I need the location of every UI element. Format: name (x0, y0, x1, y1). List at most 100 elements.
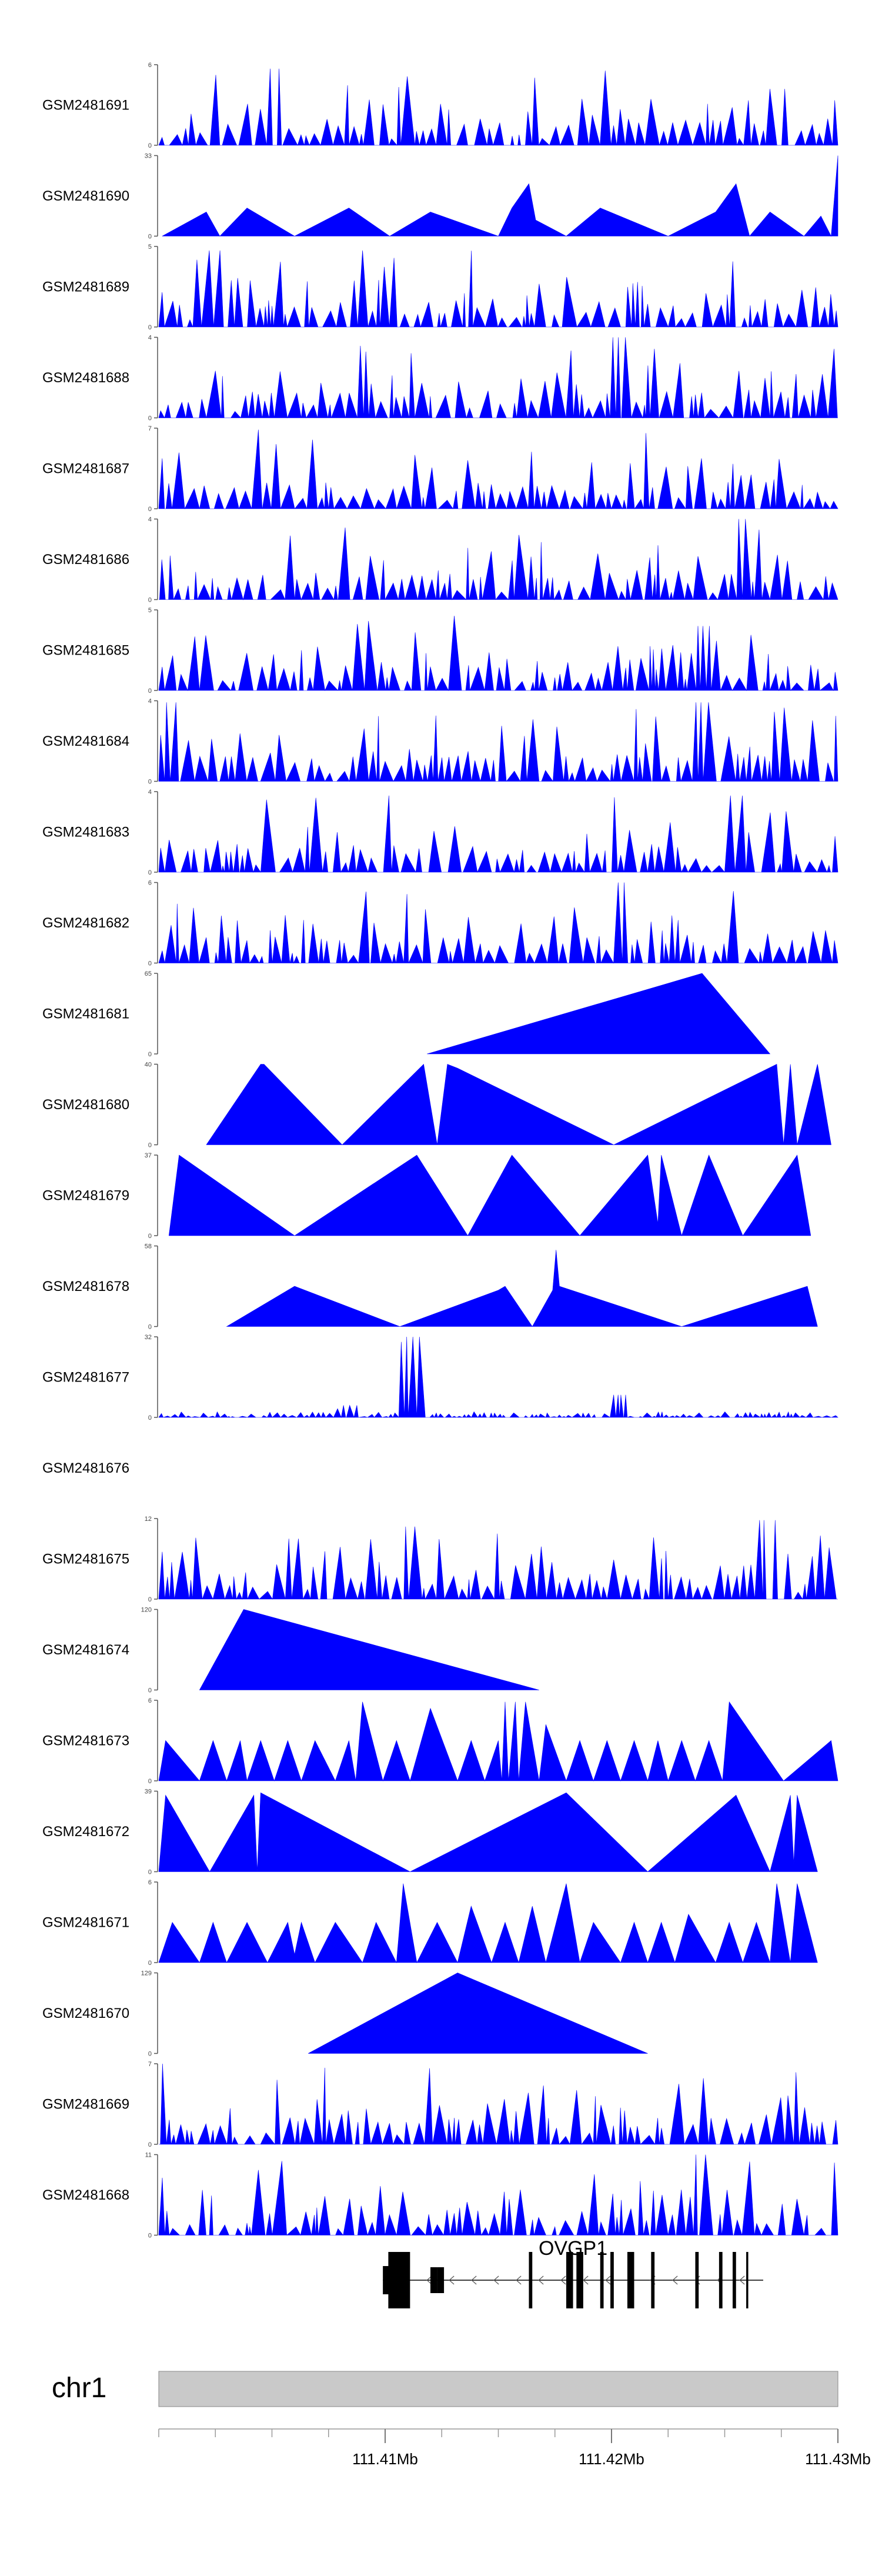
y-zero-label: 0 (148, 1778, 152, 1785)
track-gsm2481679: GSM2481679 37 0 (42, 1152, 811, 1240)
track-gsm2481686: GSM2481686 4 0 (42, 516, 838, 604)
track-name-label: GSM2481691 (42, 98, 129, 114)
y-zero-label: 0 (148, 688, 152, 695)
exon-block (732, 2252, 736, 2308)
exon-block (388, 2252, 410, 2308)
track-gsm2481691: GSM2481691 6 0 (42, 62, 838, 149)
coverage-area (158, 337, 838, 419)
track-gsm2481677: GSM2481677 32 0 (42, 1334, 838, 1422)
track-gsm2481676: GSM2481676 (42, 1460, 129, 1476)
exon-block (566, 2252, 573, 2308)
track-name-label: GSM2481671 (42, 1915, 129, 1931)
y-max-label: 129 (141, 1970, 152, 1977)
y-zero-label: 0 (148, 1687, 152, 1694)
y-zero-label: 0 (148, 1869, 152, 1876)
track-name-label: GSM2481670 (42, 2006, 129, 2021)
strand-arrow-icon (560, 2275, 566, 2285)
track-name-label: GSM2481672 (42, 1824, 129, 1840)
track-gsm2481681: GSM2481681 65 0 (42, 970, 771, 1058)
track-gsm2481690: GSM2481690 33 0 (42, 153, 838, 241)
y-zero-label: 0 (148, 960, 152, 967)
y-zero-label: 0 (148, 506, 152, 513)
track-gsm2481683: GSM2481683 4 0 (42, 789, 838, 876)
track-name-label: GSM2481669 (42, 2097, 129, 2113)
track-gsm2481680: GSM2481680 40 0 (42, 1062, 831, 1149)
track-gsm2481672: GSM2481672 39 0 (42, 1788, 818, 1876)
y-max-label: 6 (148, 1879, 152, 1886)
x-tick-label: 111.42Mb (579, 2450, 644, 2468)
chromosome-ideogram: chr1 (52, 2371, 838, 2407)
y-max-label: 7 (148, 2061, 152, 2068)
track-gsm2481682: GSM2481682 6 0 (42, 880, 838, 967)
coverage-area (158, 68, 838, 146)
coverage-area (427, 973, 771, 1055)
y-zero-label: 0 (148, 2233, 152, 2240)
track-gsm2481669: GSM2481669 7 0 (42, 2061, 838, 2148)
y-max-label: 7 (148, 425, 152, 432)
y-zero-label: 0 (148, 324, 152, 331)
exon-block (437, 2267, 445, 2293)
y-max-label: 39 (145, 1788, 152, 1796)
y-zero-label: 0 (148, 233, 152, 241)
coverage-area (159, 2063, 838, 2145)
track-gsm2481675: GSM2481675 12 0 (42, 1516, 838, 1603)
y-max-label: 40 (145, 1062, 152, 1069)
exon-block (576, 2252, 583, 2308)
y-zero-label: 0 (148, 1960, 152, 1967)
strand-arrow-icon (605, 2275, 611, 2285)
y-zero-label: 0 (148, 597, 152, 604)
y-max-label: 58 (145, 1243, 152, 1250)
strand-arrow-icon (672, 2275, 678, 2285)
exon-block (651, 2252, 655, 2308)
x-tick-label: 111.43Mb (805, 2450, 871, 2468)
exon-utr-block (383, 2266, 390, 2294)
track-name-label: GSM2481689 (42, 279, 129, 295)
track-gsm2481668: GSM2481668 11 0 (42, 2152, 838, 2240)
y-max-label: 5 (148, 607, 152, 614)
y-zero-label: 0 (148, 2051, 152, 2058)
coverage-area (158, 616, 838, 692)
track-name-label: GSM2481682 (42, 915, 129, 931)
coverage-area (168, 1154, 811, 1237)
track-name-label: GSM2481688 (42, 370, 129, 386)
strand-arrow-icon (426, 2275, 432, 2285)
gene-model-ovgp1: OVGP1 (383, 2237, 763, 2308)
track-gsm2481687: GSM2481687 7 0 (42, 425, 838, 513)
y-max-label: 6 (148, 62, 152, 69)
y-max-label: 32 (145, 1334, 152, 1341)
track-name-label: GSM2481675 (42, 1551, 129, 1567)
y-max-label: 11 (145, 2152, 152, 2159)
y-zero-label: 0 (148, 415, 152, 422)
y-max-label: 4 (148, 335, 152, 342)
strand-arrow-icon (449, 2275, 455, 2285)
coverage-area (158, 1336, 838, 1419)
y-max-label: 37 (145, 1152, 152, 1159)
track-name-label: GSM2481690 (42, 188, 129, 204)
track-name-label: GSM2481686 (42, 552, 129, 568)
track-name-label: GSM2481677 (42, 1370, 129, 1386)
y-max-label: 6 (148, 1697, 152, 1704)
track-gsm2481684: GSM2481684 4 0 (42, 698, 838, 786)
y-max-label: 4 (148, 789, 152, 796)
y-max-label: 120 (141, 1607, 152, 1614)
track-name-label: GSM2481676 (42, 1460, 129, 1476)
y-max-label: 65 (145, 970, 152, 977)
track-name-label: GSM2481673 (42, 1733, 129, 1749)
exon-block (529, 2252, 533, 2308)
strand-arrow-icon (471, 2275, 477, 2285)
track-gsm2481671: GSM2481671 6 0 (42, 1879, 818, 1967)
track-name-label: GSM2481684 (42, 733, 129, 749)
y-max-label: 12 (145, 1516, 152, 1523)
exon-block (746, 2252, 749, 2308)
track-name-label: GSM2481685 (42, 643, 129, 659)
y-zero-label: 0 (148, 1051, 152, 1058)
strand-arrow-icon (493, 2275, 499, 2285)
y-zero-label: 0 (148, 869, 152, 876)
track-name-label: GSM2481674 (42, 1642, 129, 1658)
track-name-label: GSM2481681 (42, 1006, 129, 1022)
y-zero-label: 0 (148, 1414, 152, 1422)
coverage-area (206, 1063, 831, 1145)
exon-block (610, 2252, 614, 2308)
exon-block (695, 2252, 699, 2308)
